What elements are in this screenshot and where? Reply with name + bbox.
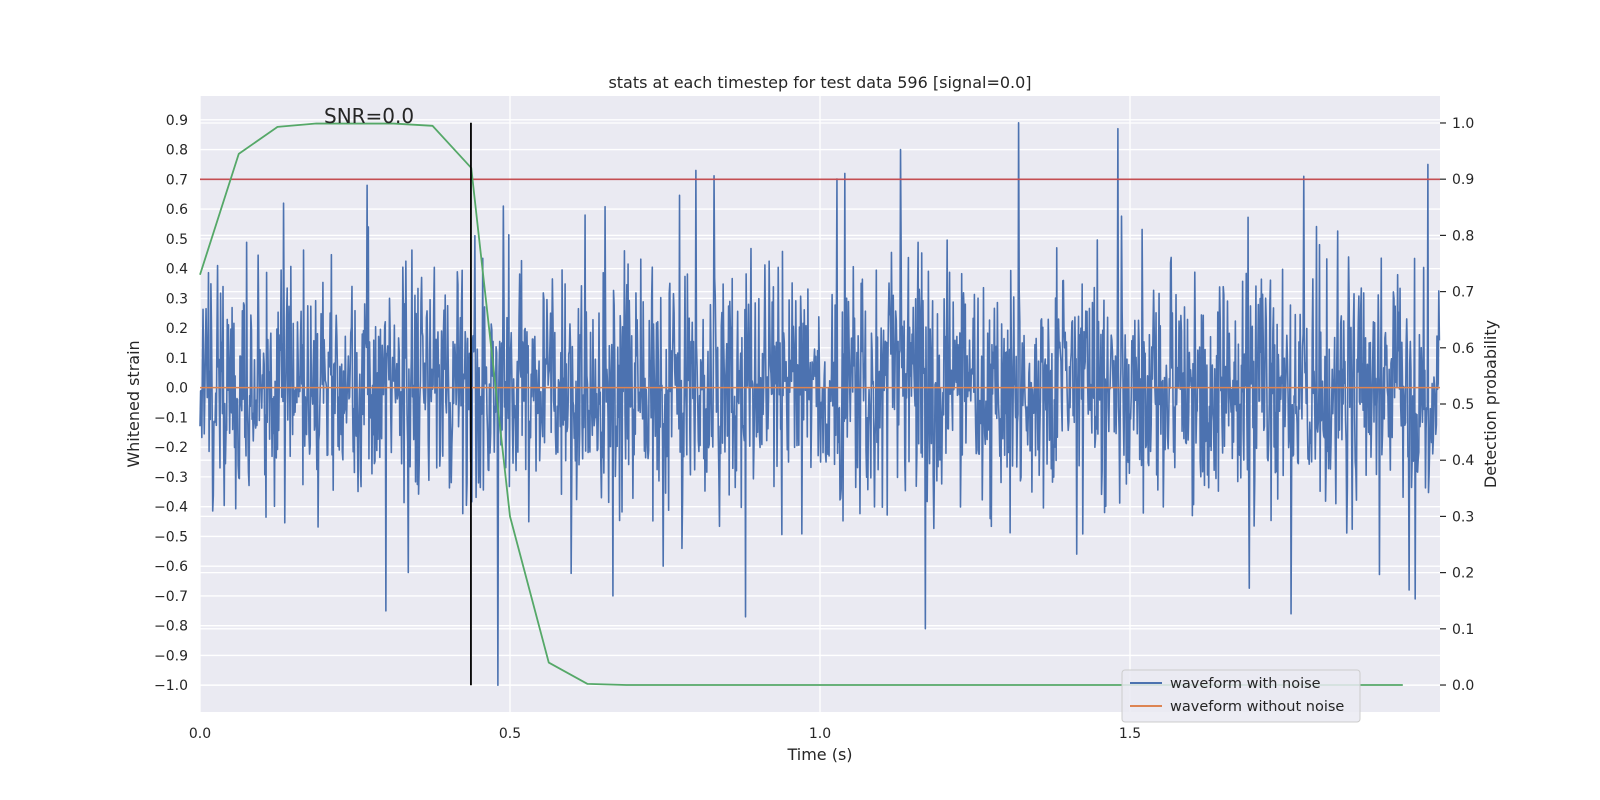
snr-annotation: SNR=0.0: [324, 104, 414, 128]
y-tick-label: 0.9: [166, 113, 188, 129]
legend-label-clean: waveform without noise: [1170, 699, 1344, 715]
y-tick-label: −0.5: [154, 529, 188, 545]
x-tick-label: 1.5: [1119, 726, 1141, 742]
y2-tick-label: 0.3: [1452, 509, 1474, 525]
y-tick-label: −0.3: [154, 470, 188, 486]
y-tick-label: 0.3: [166, 291, 188, 307]
y2-tick-label: 0.9: [1452, 172, 1474, 188]
x-tick-label: 0.0: [189, 726, 211, 742]
legend-label-noise: waveform with noise: [1170, 676, 1321, 692]
y-axis-label: Whitened strain: [124, 340, 143, 467]
y2-tick-label: 1.0: [1452, 116, 1474, 132]
y-tick-label: 0.4: [166, 262, 188, 278]
y2-tick-label: 0.5: [1452, 397, 1474, 413]
legend[interactable]: waveform with noise waveform without noi…: [1121, 669, 1361, 723]
y2-tick-label: 0.4: [1452, 453, 1474, 469]
y-tick-label: −0.9: [154, 648, 188, 664]
y-tick-label: 0.6: [166, 202, 188, 218]
y-tick-label: 0.5: [166, 232, 188, 248]
y-tick-label: −0.4: [154, 500, 188, 516]
y-tick-label: 0.1: [166, 351, 188, 367]
y2-axis-label: Detection probability: [1481, 320, 1500, 488]
y-tick-label: −0.7: [154, 589, 188, 605]
y-tick-label: −0.6: [154, 559, 188, 575]
y-tick-label: −0.8: [154, 619, 188, 635]
ticks: 0.9 0.8 0.7 0.6 0.5 0.4 0.3 0.2 0.1 0.0 −0.1 −0.2 −0…: [154, 113, 1474, 742]
series-layer: [199, 121, 1441, 687]
y-tick-label: 0.8: [166, 143, 188, 159]
x-tick-label: 0.5: [499, 726, 521, 742]
y-tick-label: 0.0: [166, 381, 188, 397]
legend-box: [1121, 669, 1361, 723]
y2-tick-label: 0.8: [1452, 228, 1474, 244]
x-axis-label: Time (s): [786, 745, 852, 764]
y2-tick-label: 0.7: [1452, 285, 1474, 301]
y-tick-label: −1.0: [154, 678, 188, 694]
y2-tick-label: 0.0: [1452, 678, 1474, 694]
y-tick-label: 0.7: [166, 172, 188, 188]
y2-tick-label: 0.6: [1452, 341, 1474, 357]
x-tick-label: 1.0: [809, 726, 831, 742]
chart-title: stats at each timestep for test data 596…: [608, 73, 1031, 92]
y-tick-label: −0.2: [154, 440, 188, 456]
series-detection-probability: [199, 122, 1403, 686]
y2-tick-label: 0.1: [1452, 622, 1474, 638]
y2-tick-label: 0.2: [1452, 566, 1474, 582]
y-tick-label: 0.2: [166, 321, 188, 337]
series-waveform-with-noise: [199, 121, 1441, 687]
y-tick-label: −0.1: [154, 410, 188, 426]
